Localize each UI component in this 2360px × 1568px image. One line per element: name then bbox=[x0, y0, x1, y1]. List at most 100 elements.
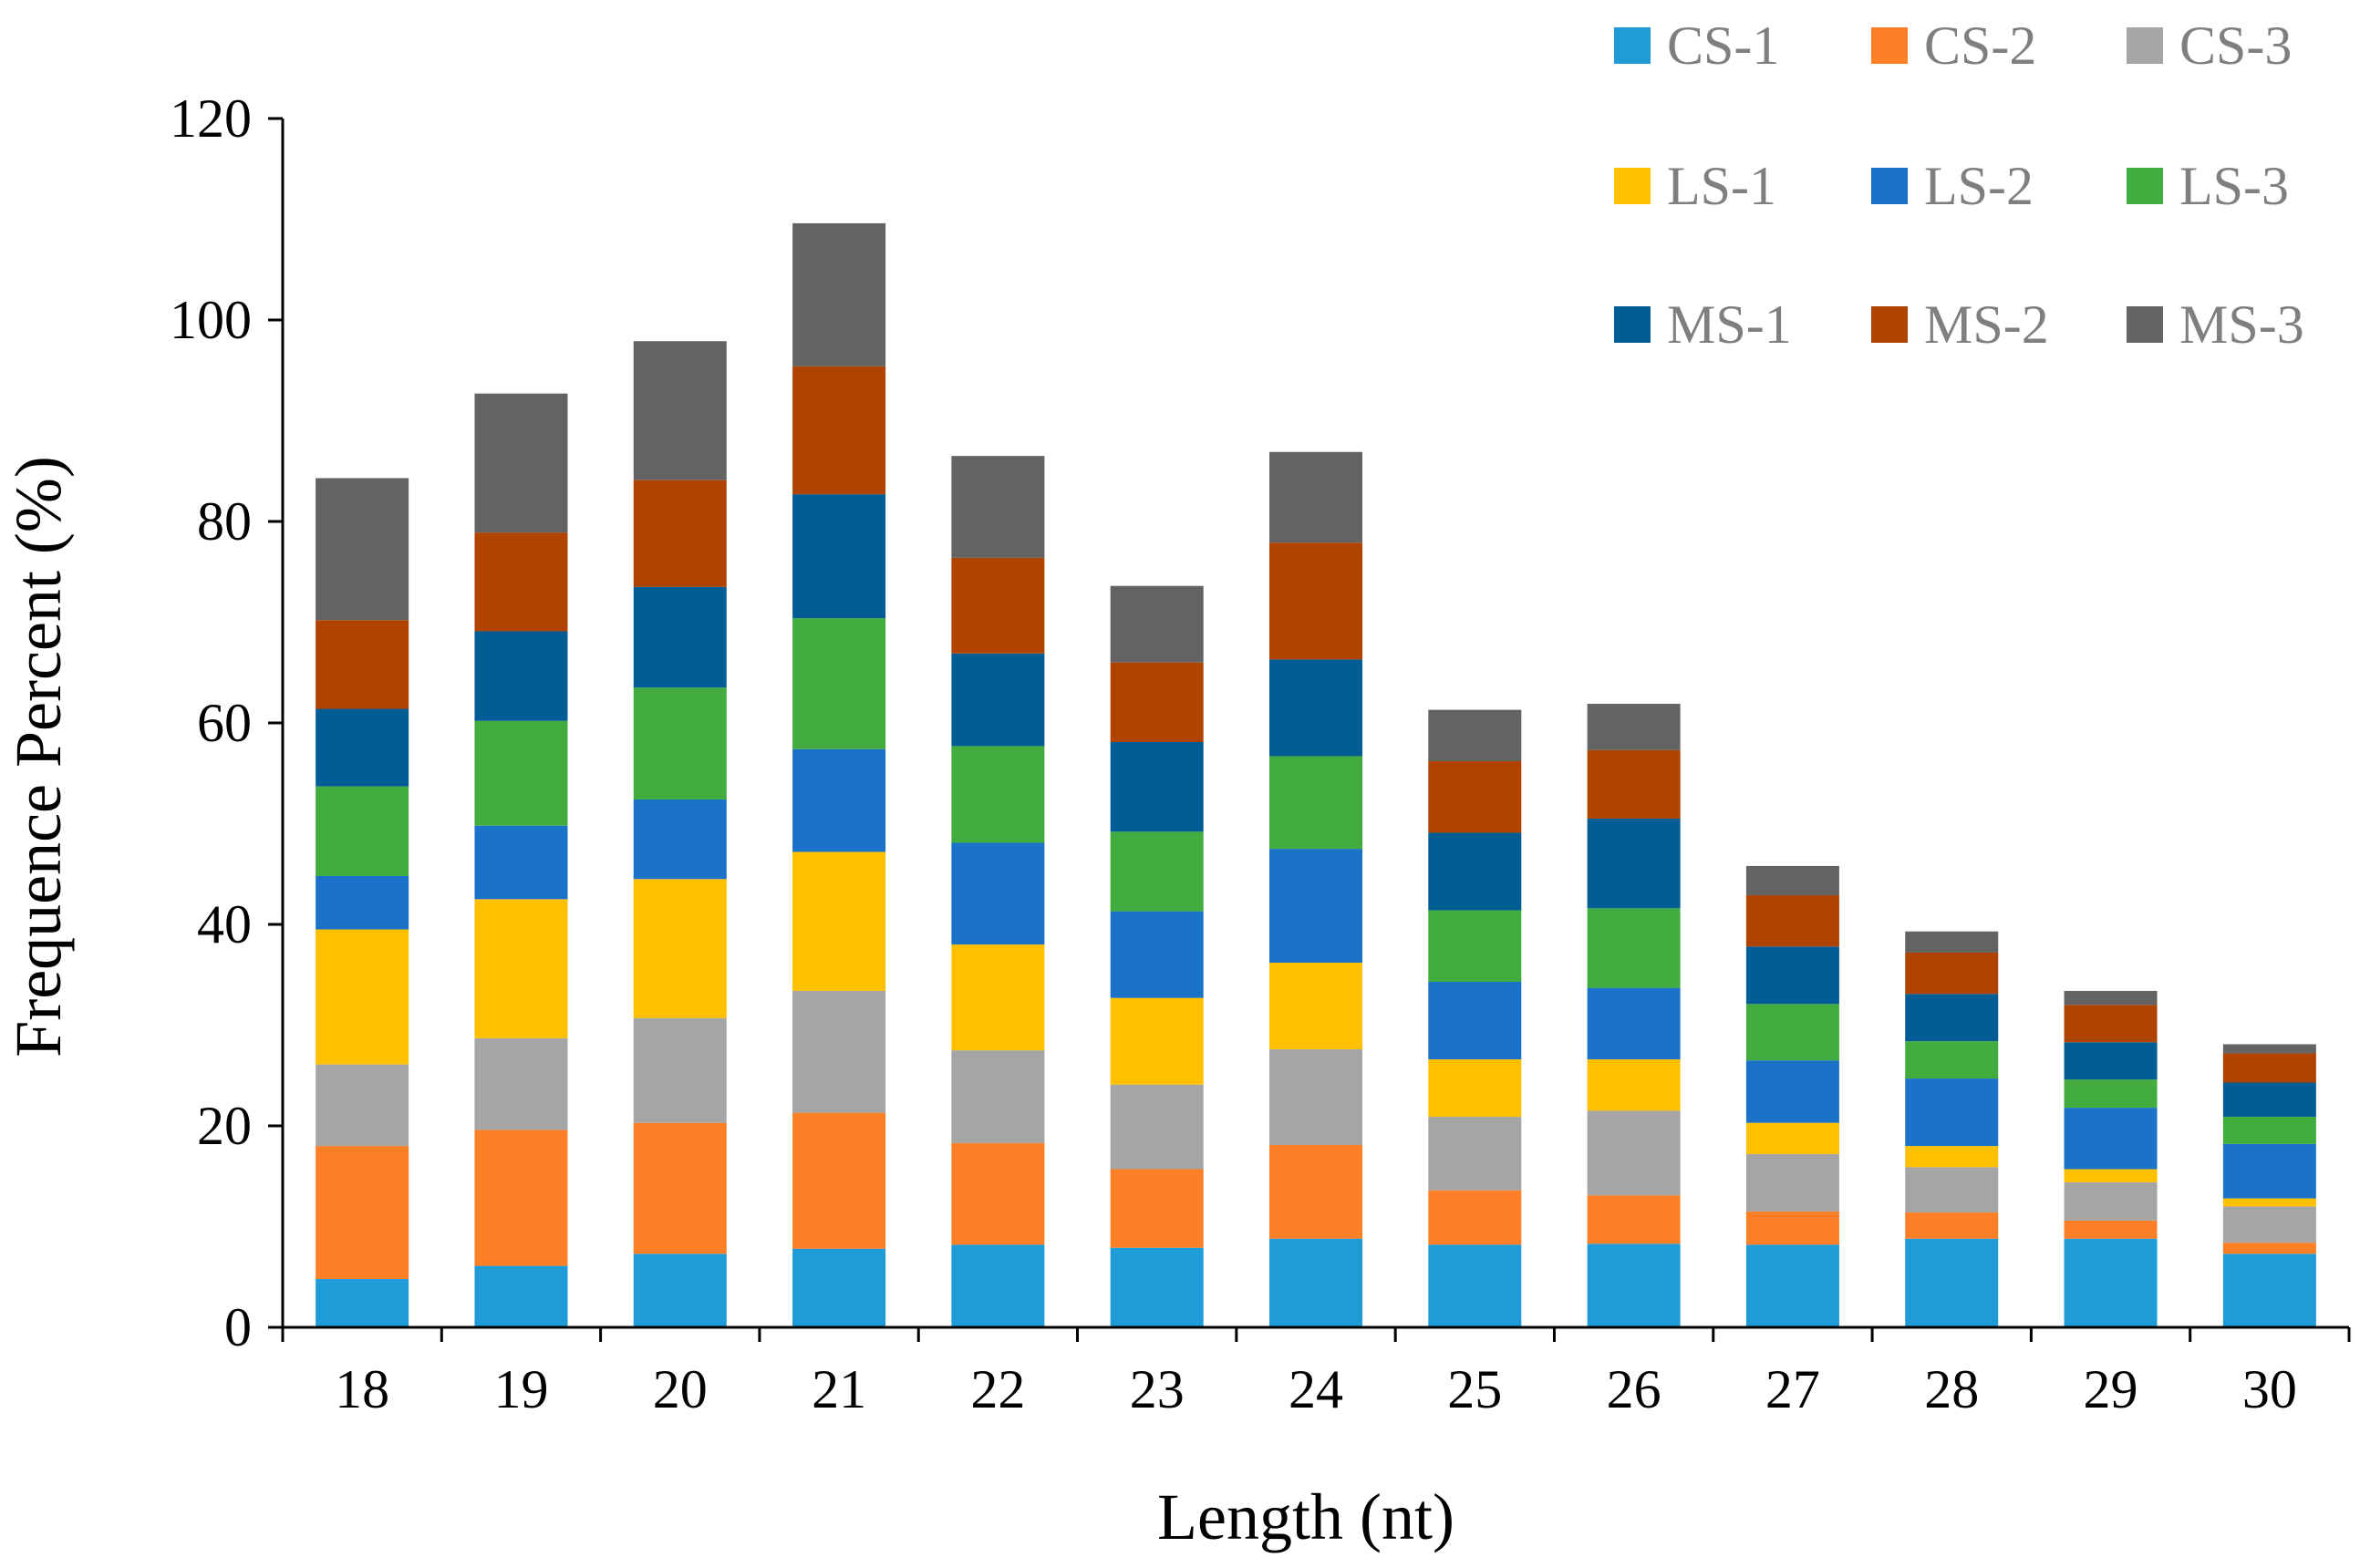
bar-ms-1-25 bbox=[1428, 832, 1522, 911]
bar-ls-1-21 bbox=[792, 851, 886, 991]
bar-cs-1-26 bbox=[1587, 1243, 1681, 1327]
bar-ls-1-25 bbox=[1428, 1059, 1522, 1118]
legend-label-ls-1: LS-1 bbox=[1667, 156, 1776, 216]
legend-label-ls-2: LS-2 bbox=[1924, 156, 2034, 216]
bar-ls-3-29 bbox=[2064, 1079, 2158, 1109]
legend-swatch-ls-1 bbox=[1614, 168, 1651, 204]
legend-label-cs-3: CS-3 bbox=[2179, 15, 2292, 76]
bar-ls-3-21 bbox=[792, 618, 886, 749]
bar-ms-3-27 bbox=[1745, 865, 1839, 895]
bar-ms-2-22 bbox=[951, 557, 1045, 654]
bar-cs-1-27 bbox=[1745, 1244, 1839, 1327]
bar-cs-2-24 bbox=[1269, 1144, 1362, 1239]
bar-ms-3-29 bbox=[2064, 990, 2158, 1006]
x-tick-label: 30 bbox=[2242, 1359, 2297, 1419]
bar-cs-2-22 bbox=[951, 1142, 1045, 1245]
x-tick-label: 22 bbox=[970, 1359, 1025, 1419]
bar-cs-3-22 bbox=[951, 1050, 1045, 1143]
legend-label-ms-2: MS-2 bbox=[1924, 294, 2049, 355]
bar-ls-1-24 bbox=[1269, 962, 1362, 1050]
legend-swatch-ms-3 bbox=[2127, 306, 2163, 343]
bar-ms-1-30 bbox=[2222, 1082, 2316, 1118]
bar-cs-2-29 bbox=[2064, 1220, 2158, 1239]
x-tick-label: 24 bbox=[1289, 1359, 1343, 1419]
legend: CS-1 CS-2 CS-3 LS-1 LS-2 LS-3 MS-1 MS-2 MS-3 bbox=[1614, 15, 2304, 355]
bar-ms-1-27 bbox=[1745, 946, 1839, 1005]
bar-ls-2-22 bbox=[951, 842, 1045, 945]
bar-cs-3-18 bbox=[316, 1064, 409, 1147]
bar-cs-3-23 bbox=[1110, 1084, 1204, 1170]
bar-cs-1-22 bbox=[951, 1244, 1045, 1327]
bar-ls-3-22 bbox=[951, 746, 1045, 843]
bar-cs-2-20 bbox=[633, 1122, 727, 1254]
bar-ls-3-30 bbox=[2222, 1117, 2316, 1144]
x-axis-title: Length (nt) bbox=[1157, 1480, 1454, 1553]
bar-ls-2-23 bbox=[1110, 911, 1204, 998]
bar-ls-1-27 bbox=[1745, 1122, 1839, 1154]
bar-ms-2-19 bbox=[474, 532, 568, 632]
bar-ms-1-22 bbox=[951, 653, 1045, 747]
bar-ls-1-20 bbox=[633, 879, 727, 1018]
bar-ls-3-26 bbox=[1587, 908, 1681, 988]
bar-ms-1-28 bbox=[1905, 994, 1999, 1042]
bar-ls-2-27 bbox=[1745, 1060, 1839, 1123]
bar-ms-2-24 bbox=[1269, 542, 1362, 660]
x-tick-label: 23 bbox=[1130, 1359, 1185, 1419]
bar-ms-2-29 bbox=[2064, 1005, 2158, 1043]
bar-ms-1-18 bbox=[316, 708, 409, 787]
bar-ms-3-18 bbox=[316, 478, 409, 621]
y-tick-label: 0 bbox=[224, 1297, 252, 1357]
bar-cs-2-18 bbox=[316, 1146, 409, 1279]
bar-ms-3-30 bbox=[2222, 1044, 2316, 1054]
legend-label-ms-3: MS-3 bbox=[2179, 294, 2304, 355]
legend-swatch-ms-1 bbox=[1614, 306, 1651, 343]
bar-ms-2-18 bbox=[316, 620, 409, 709]
bar-cs-3-24 bbox=[1269, 1049, 1362, 1145]
bar-cs-3-25 bbox=[1428, 1117, 1522, 1191]
bar-ls-3-24 bbox=[1269, 756, 1362, 850]
bar-ms-3-22 bbox=[951, 456, 1045, 558]
bar-ls-2-20 bbox=[633, 799, 727, 880]
bar-ls-2-30 bbox=[2222, 1143, 2316, 1199]
bars-group bbox=[316, 222, 2316, 1327]
bar-ls-1-26 bbox=[1587, 1059, 1681, 1111]
y-tick-label: 80 bbox=[197, 491, 252, 552]
bar-ls-3-25 bbox=[1428, 910, 1522, 982]
bar-ms-3-26 bbox=[1587, 704, 1681, 750]
bar-ls-1-29 bbox=[2064, 1169, 2158, 1182]
x-tick-label: 28 bbox=[1924, 1359, 1979, 1419]
bar-ms-3-19 bbox=[474, 393, 568, 533]
bar-ls-3-18 bbox=[316, 786, 409, 876]
x-tick-label: 21 bbox=[812, 1359, 866, 1419]
bar-ls-1-18 bbox=[316, 929, 409, 1065]
bar-ms-1-29 bbox=[2064, 1042, 2158, 1080]
bar-cs-3-29 bbox=[2064, 1181, 2158, 1221]
axes-group: 0 20 40 60 80 100 120 18 19 20 21 22 23 24 25 26 27 28 29 3… bbox=[170, 88, 2351, 1419]
bar-ls-1-30 bbox=[2222, 1198, 2316, 1207]
x-tick-label: 18 bbox=[335, 1359, 389, 1419]
bar-ms-2-20 bbox=[633, 480, 727, 587]
bar-cs-1-21 bbox=[792, 1248, 886, 1327]
bar-cs-2-21 bbox=[792, 1112, 886, 1249]
bar-ms-1-26 bbox=[1587, 818, 1681, 909]
x-tick-label: 27 bbox=[1765, 1359, 1820, 1419]
bar-ms-2-21 bbox=[792, 366, 886, 495]
bar-ls-3-20 bbox=[633, 687, 727, 799]
bar-cs-1-25 bbox=[1428, 1244, 1522, 1327]
bar-cs-3-20 bbox=[633, 1017, 727, 1123]
y-tick-label: 40 bbox=[197, 894, 252, 954]
bar-ms-3-23 bbox=[1110, 585, 1204, 663]
legend-label-ls-3: LS-3 bbox=[2179, 156, 2289, 216]
bar-ms-3-24 bbox=[1269, 451, 1362, 543]
x-tick-label: 25 bbox=[1447, 1359, 1502, 1419]
bar-cs-2-26 bbox=[1587, 1195, 1681, 1244]
bar-cs-1-24 bbox=[1269, 1238, 1362, 1327]
bar-cs-3-27 bbox=[1745, 1153, 1839, 1212]
bar-ls-3-28 bbox=[1905, 1041, 1999, 1079]
legend-label-ms-1: MS-1 bbox=[1667, 294, 1792, 355]
bar-cs-3-26 bbox=[1587, 1110, 1681, 1196]
bar-cs-1-23 bbox=[1110, 1247, 1204, 1327]
bar-ms-3-20 bbox=[633, 341, 727, 480]
bar-cs-1-30 bbox=[2222, 1253, 2316, 1327]
legend-swatch-ls-2 bbox=[1871, 168, 1908, 204]
